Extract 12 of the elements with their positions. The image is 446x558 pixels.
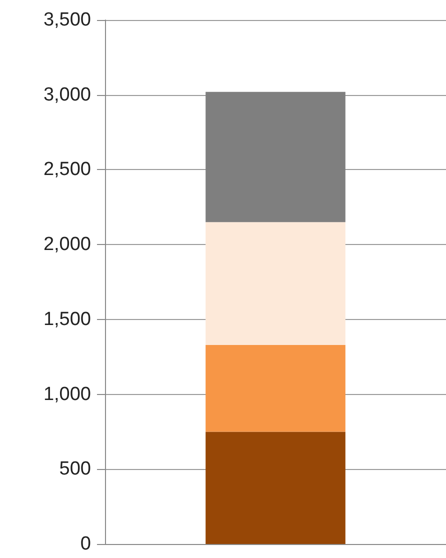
- y-tick-label: 2,500: [43, 159, 91, 180]
- y-tick-label: 1,500: [43, 308, 91, 330]
- bar: [206, 222, 346, 345]
- y-tick-label: 0: [80, 534, 91, 554]
- bar: [206, 432, 346, 544]
- y-tick-label: 2,000: [43, 234, 91, 256]
- y-tick-label: 1,000: [43, 384, 91, 405]
- y-tick-label: 500: [59, 458, 91, 480]
- bar: [206, 344, 346, 432]
- y-tick-label: 3,000: [43, 84, 91, 106]
- bar: [206, 92, 346, 222]
- y-tick-label: 3,500: [43, 10, 91, 30]
